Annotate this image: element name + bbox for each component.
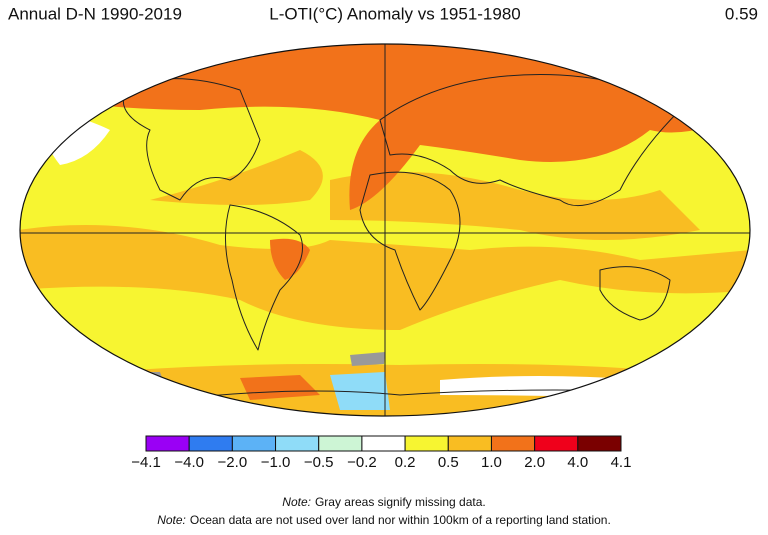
- colorbar-swatch: [447, 435, 492, 452]
- period-label: Annual D-N 1990-2019: [8, 4, 182, 23]
- colorbar-swatch: [231, 435, 277, 452]
- colorbar-label: −0.2: [347, 454, 377, 471]
- map-title: L-OTI(°C) Anomaly vs 1951-1980: [269, 4, 521, 23]
- eurasia-africa-patch: [330, 172, 700, 240]
- colorbar-swatch: [534, 435, 579, 452]
- colorbar-swatch: [318, 435, 363, 452]
- note-2: Note: Ocean data are not used over land n…: [157, 513, 611, 527]
- colorbar-label: −4.1: [131, 454, 161, 471]
- colorbar-label: 4.1: [611, 454, 632, 471]
- colorbar-label: 0.2: [395, 454, 416, 471]
- colorbar-swatch: [145, 435, 190, 452]
- colorbar-label: 0.5: [438, 454, 459, 471]
- eurasia: [379, 74, 681, 207]
- colorbar-label: 4.0: [567, 454, 588, 471]
- map: [20, 44, 750, 416]
- colorbar-swatch: [404, 435, 449, 452]
- colorbar-label: −1.0: [261, 454, 291, 471]
- atlantic-patch: [150, 150, 323, 205]
- map-frame: [19, 43, 751, 417]
- colorbar-label: −0.5: [304, 454, 334, 471]
- note-label: Note:: [157, 513, 186, 527]
- colorbar-swatch: [577, 435, 622, 452]
- south-america: [224, 204, 303, 351]
- australia: [599, 266, 671, 321]
- note-text: Ocean data are not used over land nor wi…: [190, 513, 611, 527]
- antarctica-cool: [330, 372, 390, 410]
- colorbar-swatch: [275, 435, 320, 452]
- africa: [359, 171, 461, 311]
- colorbar-label: 2.0: [524, 454, 545, 471]
- peninsula-patch: [240, 375, 320, 400]
- note-1: Note: Gray areas signify missing data.: [282, 495, 485, 509]
- note-text: Gray areas signify missing data.: [315, 495, 486, 509]
- global-mean: 0.59: [725, 4, 758, 23]
- colorbar-swatch: [490, 435, 536, 452]
- colorbar-label: −4.0: [174, 454, 204, 471]
- note-label: Note:: [282, 495, 311, 509]
- colorbar-label: −2.0: [218, 454, 248, 471]
- colorbar-swatch: [188, 435, 233, 452]
- colorbar-swatch: [361, 435, 406, 452]
- missing-data: [350, 352, 385, 366]
- brazil-patch: [270, 238, 310, 280]
- colorbar: −4.1 −4.0 −2.0 −1.0 −0.5 −0.2 0.2 0.5 1.0 2.0 4.0 4…: [131, 435, 632, 471]
- colorbar-label: 1.0: [481, 454, 502, 471]
- north-america: [122, 78, 261, 201]
- missing-data: [118, 372, 165, 388]
